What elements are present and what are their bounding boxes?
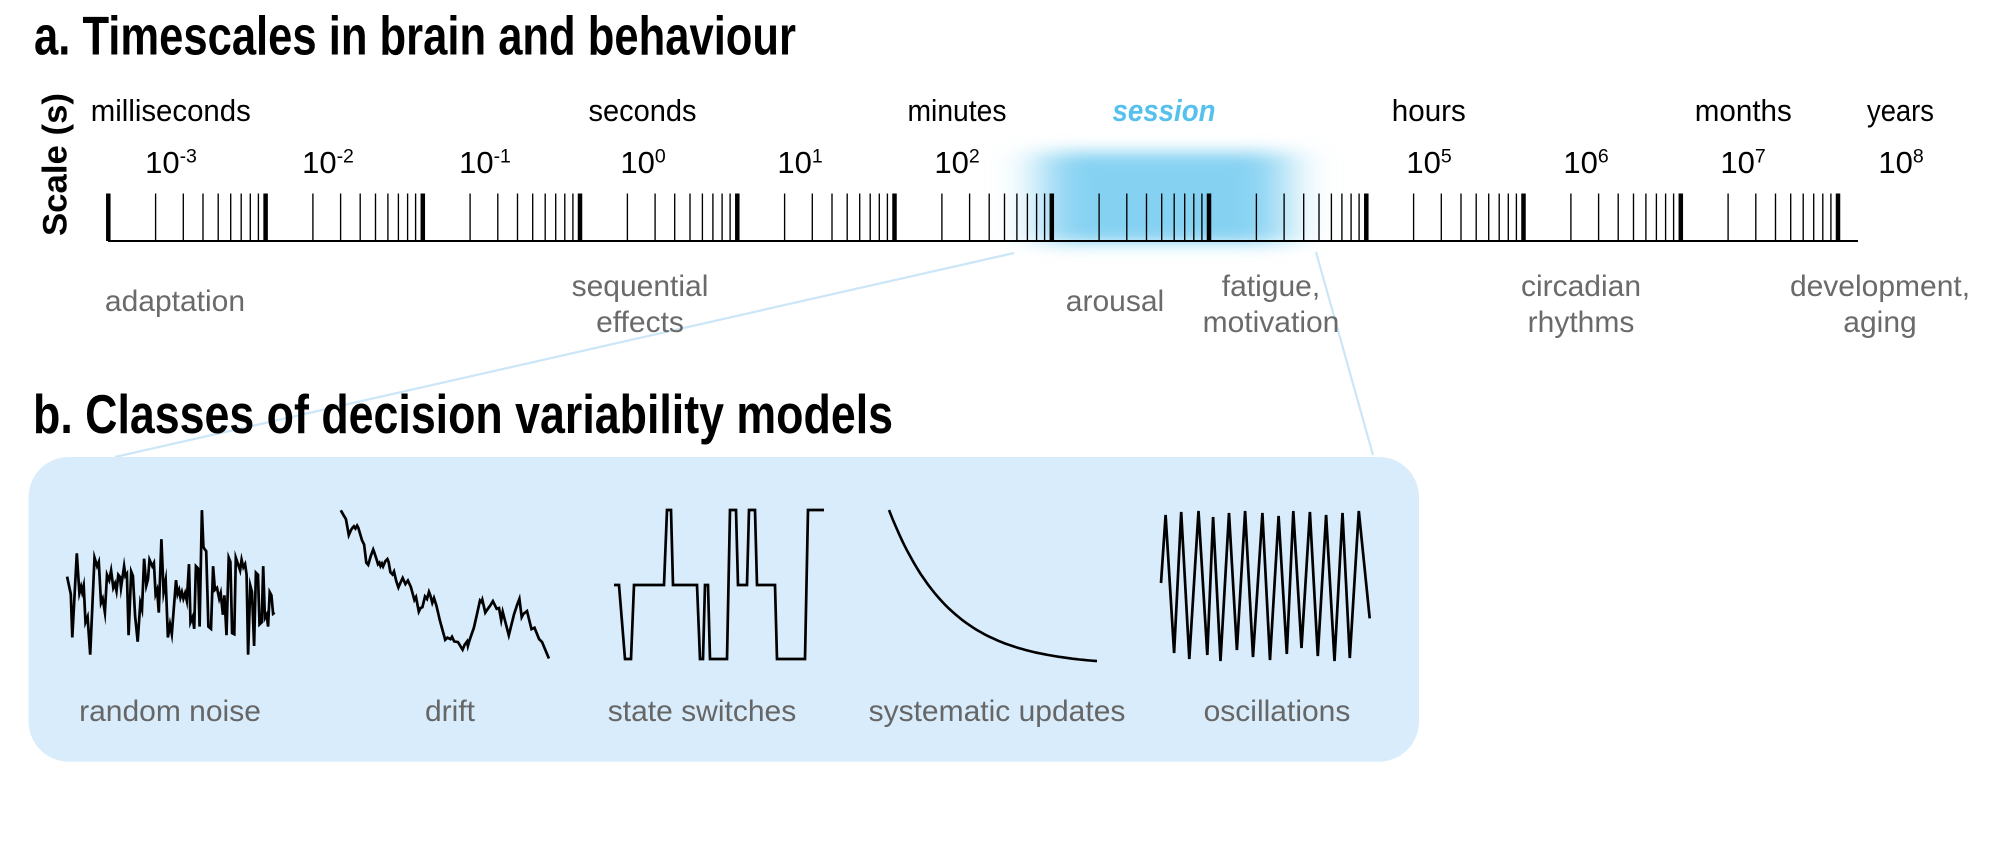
svg-text:106: 106	[1563, 145, 1608, 180]
svg-text:108: 108	[1878, 145, 1923, 180]
svg-text:session: session	[1113, 93, 1216, 128]
svg-text:drift: drift	[425, 695, 476, 728]
svg-text:hours: hours	[1392, 93, 1466, 128]
svg-text:months: months	[1695, 93, 1792, 128]
svg-text:105: 105	[1406, 145, 1451, 180]
svg-text:years: years	[1867, 93, 1934, 128]
svg-text:10-1: 10-1	[459, 145, 511, 180]
svg-text:state switches: state switches	[608, 695, 796, 728]
svg-text:107: 107	[1720, 145, 1765, 180]
svg-text:oscillations: oscillations	[1204, 695, 1351, 728]
svg-text:seconds: seconds	[589, 93, 697, 128]
svg-text:systematic updates: systematic updates	[869, 695, 1126, 728]
svg-text:a. Timescales in brain and beh: a. Timescales in brain and behaviour	[34, 5, 796, 67]
svg-text:circadian: circadian	[1521, 270, 1641, 303]
svg-text:minutes: minutes	[908, 93, 1007, 128]
svg-text:effects: effects	[596, 306, 684, 339]
svg-text:Scale (s): Scale (s)	[37, 93, 75, 236]
svg-text:10-3: 10-3	[145, 145, 197, 180]
svg-text:arousal: arousal	[1066, 285, 1164, 318]
svg-text:aging: aging	[1843, 306, 1916, 339]
svg-text:milliseconds: milliseconds	[91, 93, 251, 128]
svg-text:100: 100	[620, 145, 665, 180]
svg-text:development,: development,	[1790, 270, 1970, 303]
svg-text:102: 102	[934, 145, 979, 180]
svg-text:fatigue,: fatigue,	[1222, 270, 1320, 303]
svg-text:random noise: random noise	[79, 695, 261, 728]
svg-text:sequential: sequential	[572, 270, 709, 303]
svg-text:b. Classes of decision variabi: b. Classes of decision variability model…	[33, 383, 893, 445]
svg-text:adaptation: adaptation	[105, 285, 245, 318]
svg-text:rhythms: rhythms	[1528, 306, 1635, 339]
svg-text:motivation: motivation	[1203, 306, 1340, 339]
svg-text:10-2: 10-2	[302, 145, 354, 180]
svg-text:101: 101	[777, 145, 822, 180]
